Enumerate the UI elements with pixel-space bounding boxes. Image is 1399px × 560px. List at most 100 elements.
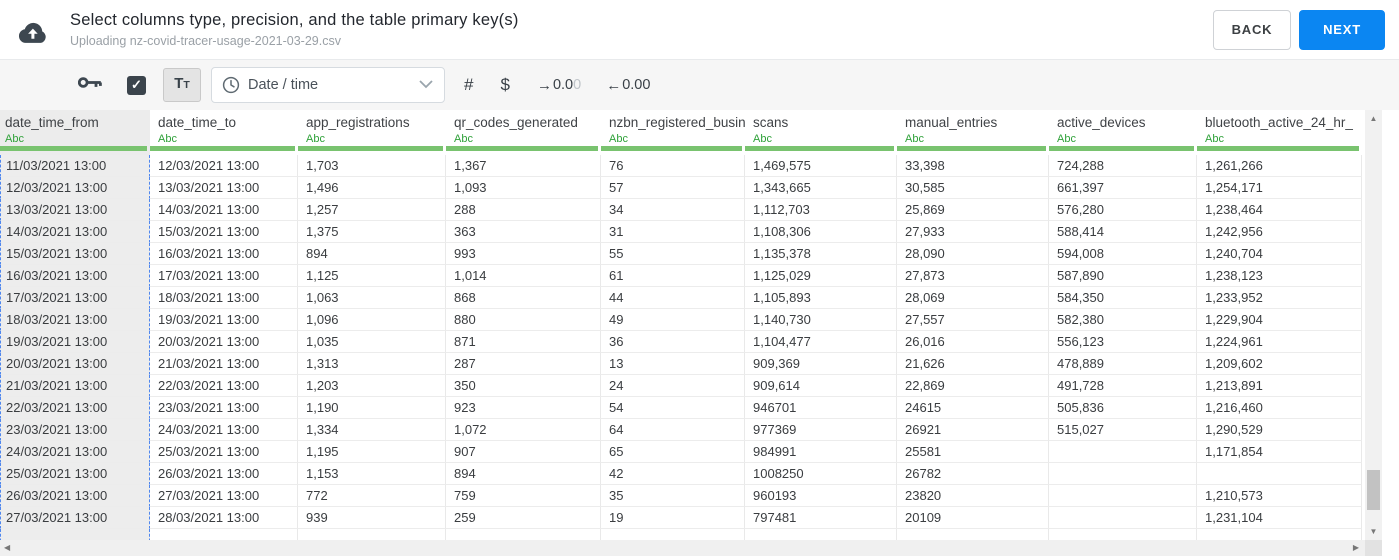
table-cell[interactable]: 594,008 [1049,243,1197,265]
table-cell[interactable] [298,529,446,540]
table-cell[interactable]: 1,240,704 [1197,243,1362,265]
table-cell[interactable]: 1,096 [298,309,446,331]
table-cell[interactable]: 30,585 [897,177,1049,199]
column-header-bluetooth_active_24_hr_[interactable]: bluetooth_active_24_hr_ Abc [1197,110,1362,155]
table-cell[interactable]: 1,190 [298,397,446,419]
table-cell[interactable]: 64 [601,419,745,441]
table-cell[interactable] [601,529,745,540]
table-cell[interactable]: 27/03/2021 13:00 [0,507,150,529]
table-cell[interactable]: 28,069 [897,287,1049,309]
scroll-left-icon[interactable]: ◀ [4,543,11,552]
table-cell[interactable]: 35 [601,485,745,507]
table-cell[interactable]: 894 [298,243,446,265]
table-cell[interactable]: 288 [446,199,601,221]
table-cell[interactable]: 505,836 [1049,397,1197,419]
table-cell[interactable]: 33,398 [897,155,1049,177]
table-cell[interactable]: 1,496 [298,177,446,199]
primary-key-button[interactable] [77,75,103,95]
table-cell[interactable]: 31 [601,221,745,243]
table-cell[interactable]: 26782 [897,463,1049,485]
table-cell[interactable]: 1,195 [298,441,446,463]
table-cell[interactable]: 1,703 [298,155,446,177]
table-cell[interactable]: 907 [446,441,601,463]
table-cell[interactable]: 588,414 [1049,221,1197,243]
table-cell[interactable]: 1,093 [446,177,601,199]
column-type-dropdown[interactable]: Date / time [211,67,445,103]
table-cell[interactable]: 759 [446,485,601,507]
table-cell[interactable]: 1,213,891 [1197,375,1362,397]
table-cell[interactable]: 20109 [897,507,1049,529]
horizontal-scrollbar[interactable]: ◀ ▶ [0,540,1365,556]
table-cell[interactable]: 909,614 [745,375,897,397]
table-cell[interactable]: 960193 [745,485,897,507]
table-cell[interactable] [1049,507,1197,529]
table-cell[interactable]: 12/03/2021 13:00 [150,155,298,177]
table-cell[interactable] [446,529,601,540]
table-cell[interactable] [150,529,298,540]
table-cell[interactable]: 19/03/2021 13:00 [0,331,150,353]
table-cell[interactable]: 1,238,464 [1197,199,1362,221]
table-cell[interactable]: 24/03/2021 13:00 [150,419,298,441]
scroll-up-icon[interactable]: ▲ [1369,114,1378,123]
table-cell[interactable]: 259 [446,507,601,529]
table-cell[interactable]: 1,105,893 [745,287,897,309]
table-cell[interactable]: 28/03/2021 13:00 [150,507,298,529]
table-cell[interactable]: 23/03/2021 13:00 [0,419,150,441]
table-cell[interactable]: 871 [446,331,601,353]
table-cell[interactable]: 880 [446,309,601,331]
table-cell[interactable]: 22,869 [897,375,1049,397]
table-cell[interactable]: 1,257 [298,199,446,221]
table-cell[interactable]: 1,210,573 [1197,485,1362,507]
table-cell[interactable]: 1,313 [298,353,446,375]
next-button[interactable]: NEXT [1299,9,1385,50]
table-cell[interactable]: 491,728 [1049,375,1197,397]
vertical-scrollbar[interactable]: ▲ ▼ [1365,110,1382,540]
back-button[interactable]: BACK [1213,9,1291,50]
table-cell[interactable] [1197,463,1362,485]
table-cell[interactable]: 27,933 [897,221,1049,243]
table-cell[interactable]: 1,072 [446,419,601,441]
table-cell[interactable]: 24615 [897,397,1049,419]
table-cell[interactable]: 26/03/2021 13:00 [0,485,150,507]
table-cell[interactable]: 24 [601,375,745,397]
table-cell[interactable]: 1008250 [745,463,897,485]
table-cell[interactable]: 556,123 [1049,331,1197,353]
table-cell[interactable]: 17/03/2021 13:00 [150,265,298,287]
table-cell[interactable] [1049,441,1197,463]
table-cell[interactable]: 25/03/2021 13:00 [0,463,150,485]
table-cell[interactable]: 21/03/2021 13:00 [0,375,150,397]
table-cell[interactable]: 1,153 [298,463,446,485]
table-cell[interactable]: 54 [601,397,745,419]
table-cell[interactable]: 1,224,961 [1197,331,1362,353]
table-cell[interactable]: 17/03/2021 13:00 [0,287,150,309]
table-cell[interactable]: 25,869 [897,199,1049,221]
table-cell[interactable]: 1,375 [298,221,446,243]
currency-type-button[interactable]: $ [500,75,509,95]
table-cell[interactable] [1049,463,1197,485]
table-cell[interactable]: 1,367 [446,155,601,177]
table-cell[interactable]: 1,104,477 [745,331,897,353]
table-cell[interactable]: 724,288 [1049,155,1197,177]
table-cell[interactable]: 1,242,956 [1197,221,1362,243]
table-cell[interactable]: 363 [446,221,601,243]
table-cell[interactable]: 26/03/2021 13:00 [150,463,298,485]
table-cell[interactable]: 13/03/2021 13:00 [150,177,298,199]
table-cell[interactable]: 18/03/2021 13:00 [0,309,150,331]
scroll-right-icon[interactable]: ▶ [1352,543,1359,552]
table-cell[interactable]: 1,334 [298,419,446,441]
table-cell[interactable]: 977369 [745,419,897,441]
table-cell[interactable]: 65 [601,441,745,463]
table-cell[interactable]: 923 [446,397,601,419]
table-cell[interactable]: 1,469,575 [745,155,897,177]
table-cell[interactable]: 25/03/2021 13:00 [150,441,298,463]
table-cell[interactable]: 20/03/2021 13:00 [150,331,298,353]
table-cell[interactable]: 1,254,171 [1197,177,1362,199]
table-cell[interactable]: 1,209,602 [1197,353,1362,375]
table-cell[interactable]: 1,238,123 [1197,265,1362,287]
table-cell[interactable]: 44 [601,287,745,309]
precision-decrease-button[interactable]: ← 0.00 [606,76,651,94]
table-cell[interactable]: 993 [446,243,601,265]
table-cell[interactable]: 909,369 [745,353,897,375]
table-cell[interactable]: 26,016 [897,331,1049,353]
table-cell[interactable]: 1,112,703 [745,199,897,221]
